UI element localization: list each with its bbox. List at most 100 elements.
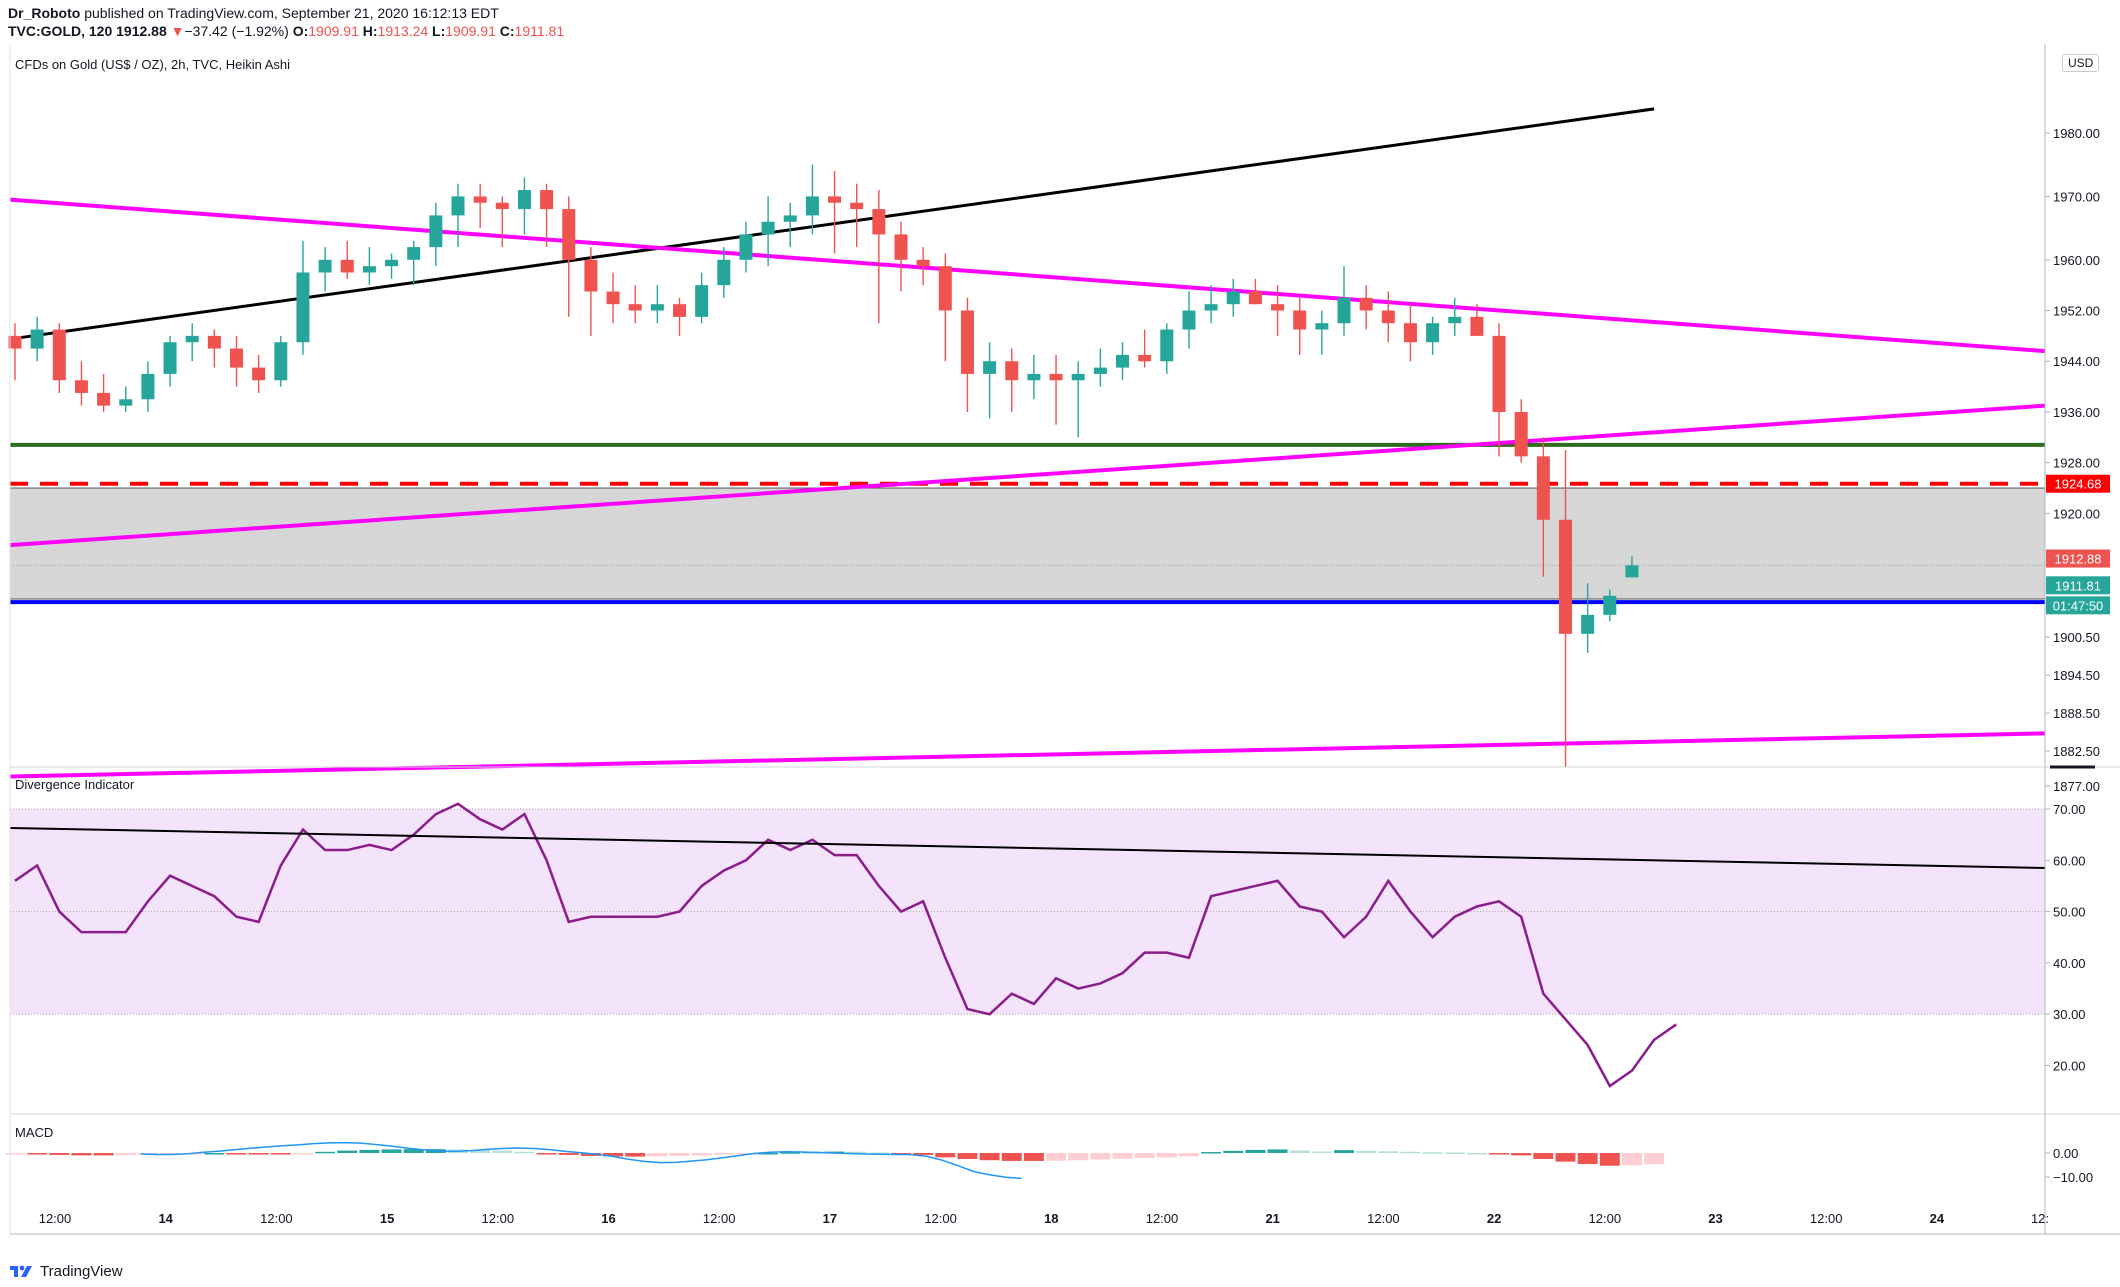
oscillator-axis-tick: 70.00 xyxy=(2053,802,2086,817)
oscillator-axis-tick: 60.00 xyxy=(2053,853,2086,868)
ohlc-close: C:1911.81 xyxy=(499,23,565,39)
time-axis-label: 12:00 xyxy=(1589,1211,1622,1226)
macd-histogram-bar xyxy=(1267,1149,1288,1153)
macd-histogram-bar xyxy=(1555,1153,1576,1162)
macd-axis-tick: −10.00 xyxy=(2053,1170,2093,1185)
macd-histogram-bar xyxy=(1289,1150,1310,1153)
candle xyxy=(650,285,664,324)
macd-histogram-bar xyxy=(580,1153,601,1156)
candle xyxy=(473,183,487,229)
macd-histogram-bar xyxy=(1046,1153,1067,1161)
time-axis-label: 21 xyxy=(1265,1211,1279,1226)
candle xyxy=(1093,348,1107,387)
macd-histogram-bar xyxy=(868,1152,889,1155)
candle xyxy=(207,329,221,368)
candle xyxy=(451,183,465,248)
macd-histogram-bar xyxy=(5,1153,25,1155)
candle xyxy=(185,323,199,362)
macd-histogram-bar xyxy=(292,1153,313,1155)
price-axis-tick: 1877.00 xyxy=(2053,779,2100,794)
candle xyxy=(274,335,288,387)
candle xyxy=(1381,291,1395,343)
macd-axis-tick: 0.00 xyxy=(2053,1146,2078,1161)
time-axis-label: 12:00 xyxy=(703,1211,736,1226)
candle xyxy=(584,247,598,336)
time-axis-label: 12:00 xyxy=(1146,1211,1179,1226)
candle xyxy=(97,373,111,412)
macd-histogram-bar xyxy=(1577,1153,1598,1165)
macd-histogram-bar xyxy=(1444,1152,1465,1155)
candle xyxy=(340,240,354,279)
candle xyxy=(517,177,531,235)
ohlc-high: H:1913.24 xyxy=(362,23,429,39)
macd-histogram-bar xyxy=(1201,1152,1222,1154)
close-price-label-bg xyxy=(2046,576,2110,595)
time-axis-label: 23 xyxy=(1708,1211,1722,1226)
macd-histogram-bar xyxy=(780,1152,801,1154)
author-name[interactable]: Dr_Roboto xyxy=(8,5,81,21)
candle xyxy=(1071,361,1085,438)
candle xyxy=(983,342,997,419)
candle xyxy=(318,247,332,292)
divergence-indicator-pane[interactable]: 70.00 60.00 50.00 40.00 30.00 20.00 xyxy=(9,802,2086,1088)
candle xyxy=(8,323,22,381)
magenta-lower-trendline xyxy=(9,731,2046,779)
time-axis-label: 12:00 xyxy=(39,1211,72,1226)
time-axis-label: 12:00 xyxy=(1367,1211,1400,1226)
macd-histogram-bar xyxy=(625,1153,646,1157)
price-axis-tick: 1928.00 xyxy=(2053,456,2100,471)
macd-histogram-bar xyxy=(979,1153,1000,1161)
macd-histogram-bar xyxy=(470,1149,491,1153)
macd-histogram-bar xyxy=(957,1153,978,1159)
macd-histogram-bar xyxy=(248,1153,269,1155)
candle xyxy=(894,221,908,292)
macd-histogram-bar xyxy=(1178,1153,1199,1157)
macd-histogram-bar xyxy=(891,1153,911,1155)
macd-histogram-bar xyxy=(713,1153,734,1155)
time-axis-label: 15 xyxy=(380,1211,394,1226)
macd-histogram-bar xyxy=(1156,1153,1177,1158)
currency-badge[interactable]: USD xyxy=(2062,54,2100,72)
candle xyxy=(74,361,88,406)
chart-header: Dr_Roboto published on TradingView.com, … xyxy=(0,0,2120,44)
price-axis-tick: 1882.50 xyxy=(2053,744,2100,759)
candle xyxy=(1581,583,1595,653)
macd-histogram-bar xyxy=(846,1151,867,1154)
candle xyxy=(828,171,842,254)
footer-brand[interactable]: TradingView xyxy=(40,1262,123,1280)
time-axis[interactable]: 12:00 14 12:00 15 12:00 16 12:00 17 12:00 18 12:00… xyxy=(39,1211,2049,1226)
time-axis-label: 12:00 xyxy=(482,1211,515,1226)
macd-histogram-bar xyxy=(93,1153,114,1156)
candle xyxy=(1359,285,1373,330)
candle xyxy=(407,240,421,286)
macd-histogram-bar xyxy=(669,1153,690,1156)
macd-histogram-bar xyxy=(691,1153,712,1156)
macd-histogram-bar xyxy=(1489,1153,1510,1155)
candle xyxy=(717,247,731,298)
candle xyxy=(805,164,819,235)
macd-histogram-bar xyxy=(1112,1153,1133,1159)
macd-histogram-bar xyxy=(1621,1153,1642,1166)
macd-histogram-bar xyxy=(381,1149,402,1153)
time-axis-label: 12:00 xyxy=(924,1211,957,1226)
price-pane[interactable]: 1980.00 1970.00 1960.00 1952.00 1944.00 1936.… xyxy=(8,107,2111,794)
tradingview-logo-icon xyxy=(10,1265,32,1277)
candle xyxy=(739,221,753,273)
chart-canvas[interactable]: 1980.00 1970.00 1960.00 1952.00 1944.00 1936.… xyxy=(0,44,2120,1258)
last-price-label: 1912.88 xyxy=(2055,552,2102,567)
time-axis-label: 22 xyxy=(1487,1211,1501,1226)
time-axis-label: 12:00 xyxy=(1810,1211,1843,1226)
candle xyxy=(429,202,443,267)
macd-histogram-bar xyxy=(1334,1150,1354,1153)
macd-histogram-bar xyxy=(558,1153,579,1155)
macd-histogram-bar xyxy=(514,1151,535,1154)
macd-pane[interactable]: 0.00 −10.00 xyxy=(5,1141,2093,1185)
candle xyxy=(606,272,620,324)
price-axis-tick: 1970.00 xyxy=(2053,189,2100,204)
candle xyxy=(52,323,66,393)
macd-histogram-bar xyxy=(1134,1153,1155,1159)
price-axis-tick: 1894.50 xyxy=(2053,668,2100,683)
price-axis-tick: 1952.00 xyxy=(2053,304,2100,319)
symbol-label[interactable]: TVC:GOLD, 120 xyxy=(8,23,113,39)
time-axis-label: 14 xyxy=(158,1211,173,1226)
